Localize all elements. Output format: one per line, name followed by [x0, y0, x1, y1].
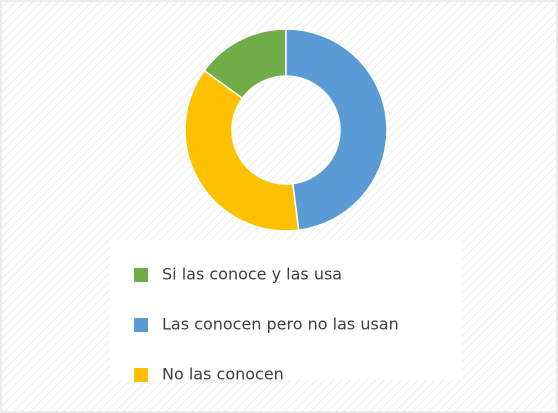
legend-swatch: [134, 318, 148, 332]
legend-box: [110, 240, 462, 380]
legend-label: Si las conoce y las usa: [162, 265, 342, 284]
legend-label: No las conocen: [162, 365, 284, 384]
legend: Si las conoce y las usa Las conocen pero …: [134, 265, 399, 384]
legend-label: Las conocen pero no las usan: [162, 315, 399, 334]
legend-swatch: [134, 368, 148, 382]
legend-swatch: [134, 268, 148, 282]
slice: [184, 69, 300, 232]
donut: [184, 28, 388, 232]
slice: [285, 28, 388, 232]
